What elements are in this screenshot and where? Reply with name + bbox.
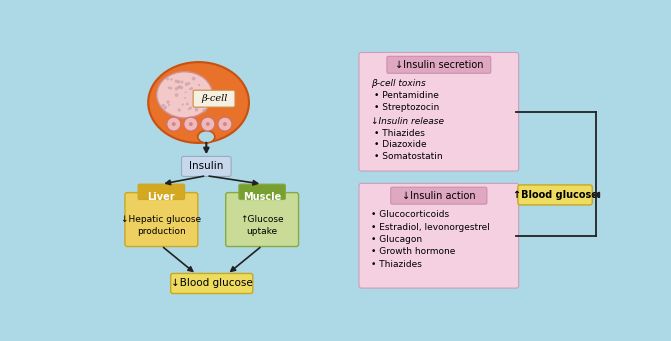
Circle shape bbox=[177, 86, 180, 89]
Text: ↑Blood glucose: ↑Blood glucose bbox=[513, 190, 597, 200]
Circle shape bbox=[169, 87, 172, 90]
FancyBboxPatch shape bbox=[138, 184, 185, 199]
Circle shape bbox=[203, 109, 206, 112]
Circle shape bbox=[174, 93, 178, 97]
Circle shape bbox=[192, 77, 195, 80]
Text: Insulin: Insulin bbox=[189, 161, 223, 172]
Ellipse shape bbox=[157, 72, 213, 118]
Text: • Somatostatin: • Somatostatin bbox=[374, 152, 442, 161]
Circle shape bbox=[176, 80, 180, 84]
Text: • Streptozocin: • Streptozocin bbox=[374, 103, 439, 112]
Circle shape bbox=[188, 108, 190, 110]
Circle shape bbox=[174, 79, 178, 83]
Circle shape bbox=[162, 104, 165, 107]
Text: ↓Insulin secretion: ↓Insulin secretion bbox=[395, 60, 483, 70]
FancyBboxPatch shape bbox=[239, 184, 285, 199]
Text: Muscle: Muscle bbox=[243, 192, 281, 202]
Text: ↓Insulin release: ↓Insulin release bbox=[370, 117, 444, 126]
Circle shape bbox=[166, 100, 170, 104]
Ellipse shape bbox=[198, 131, 215, 143]
FancyBboxPatch shape bbox=[518, 185, 592, 205]
Circle shape bbox=[180, 80, 183, 84]
FancyBboxPatch shape bbox=[359, 183, 519, 288]
Text: • Glucocorticoids: • Glucocorticoids bbox=[370, 210, 449, 219]
Text: • Thiazides: • Thiazides bbox=[374, 129, 425, 138]
Text: • Estradiol, levonorgestrel: • Estradiol, levonorgestrel bbox=[370, 223, 490, 232]
Circle shape bbox=[185, 82, 189, 86]
Circle shape bbox=[168, 104, 170, 106]
Text: β-cell toxins: β-cell toxins bbox=[370, 79, 425, 88]
FancyBboxPatch shape bbox=[170, 273, 253, 294]
Circle shape bbox=[205, 103, 207, 105]
Circle shape bbox=[166, 77, 169, 80]
Circle shape bbox=[193, 103, 195, 105]
Circle shape bbox=[185, 91, 187, 93]
Circle shape bbox=[167, 117, 180, 131]
Circle shape bbox=[168, 87, 170, 89]
Text: ↓Hepatic glucose
production: ↓Hepatic glucose production bbox=[121, 215, 201, 236]
FancyBboxPatch shape bbox=[125, 193, 198, 247]
FancyBboxPatch shape bbox=[359, 53, 519, 171]
Circle shape bbox=[170, 78, 172, 81]
Circle shape bbox=[184, 117, 198, 131]
Circle shape bbox=[164, 106, 167, 109]
Text: ↓Blood glucose: ↓Blood glucose bbox=[171, 279, 252, 288]
Text: • Pentamidine: • Pentamidine bbox=[374, 91, 439, 100]
Circle shape bbox=[172, 122, 176, 126]
Circle shape bbox=[174, 87, 178, 91]
Circle shape bbox=[182, 103, 184, 106]
Circle shape bbox=[178, 85, 182, 89]
Circle shape bbox=[189, 122, 193, 126]
Text: • Diazoxide: • Diazoxide bbox=[374, 140, 426, 149]
Circle shape bbox=[223, 122, 227, 126]
Circle shape bbox=[198, 84, 200, 86]
Ellipse shape bbox=[148, 62, 249, 143]
FancyBboxPatch shape bbox=[391, 187, 487, 204]
Circle shape bbox=[185, 97, 187, 99]
Circle shape bbox=[178, 108, 181, 112]
Text: • Thiazides: • Thiazides bbox=[370, 260, 421, 269]
Circle shape bbox=[206, 122, 210, 126]
Circle shape bbox=[186, 103, 189, 105]
FancyBboxPatch shape bbox=[387, 56, 491, 73]
Circle shape bbox=[189, 83, 191, 85]
Circle shape bbox=[190, 87, 193, 90]
Circle shape bbox=[163, 107, 166, 110]
Circle shape bbox=[201, 117, 215, 131]
FancyBboxPatch shape bbox=[225, 193, 299, 247]
Circle shape bbox=[189, 106, 192, 109]
Circle shape bbox=[189, 88, 191, 90]
FancyBboxPatch shape bbox=[193, 90, 235, 107]
Circle shape bbox=[218, 117, 232, 131]
Text: Liver: Liver bbox=[148, 192, 175, 202]
Circle shape bbox=[180, 86, 183, 89]
FancyBboxPatch shape bbox=[182, 157, 231, 176]
Circle shape bbox=[188, 82, 190, 84]
Text: β-cell: β-cell bbox=[201, 94, 227, 103]
Text: • Glucagon: • Glucagon bbox=[370, 235, 422, 244]
Text: • Growth hormone: • Growth hormone bbox=[370, 247, 455, 256]
Circle shape bbox=[195, 108, 199, 112]
Text: ↑Glucose
uptake: ↑Glucose uptake bbox=[240, 215, 284, 236]
Text: ↓Insulin action: ↓Insulin action bbox=[402, 191, 476, 201]
